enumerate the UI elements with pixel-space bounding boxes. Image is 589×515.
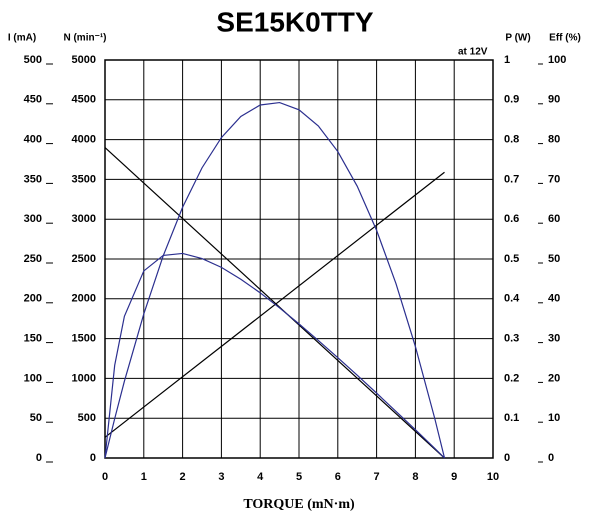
y-axis-label: P (W) [505, 33, 530, 44]
y-tick-label: 0.5 [504, 253, 519, 265]
y-tick-label: 80 [548, 134, 560, 146]
y-tick-label: 1500 [72, 333, 96, 345]
y-tick-label: 250 [24, 253, 42, 265]
y-axis-label: N (min⁻¹) [63, 33, 106, 44]
y-tick-label: 450 [24, 94, 42, 106]
y-tick-label: 5000 [72, 54, 96, 66]
y-tick-label: 0.8 [504, 134, 519, 146]
x-tick-label: 4 [257, 471, 264, 483]
x-tick-label: 7 [374, 471, 380, 483]
chart-title: SE15K0TTY [216, 6, 373, 37]
x-tick-label: 0 [102, 471, 108, 483]
y-tick-label: 20 [548, 372, 560, 384]
y-tick-label: 4500 [72, 94, 96, 106]
y-tick-label: 500 [78, 412, 96, 424]
y-tick-label: 0.6 [504, 213, 519, 225]
y-axis-label: I (mA) [8, 33, 36, 44]
annotation: at 12V [458, 47, 488, 58]
y-tick-label: 3500 [72, 173, 96, 185]
series-line [104, 147, 445, 459]
y-tick-label: 0.1 [504, 412, 519, 424]
y-tick-label: 0.4 [504, 293, 520, 305]
y-tick-label: 300 [24, 213, 42, 225]
x-tick-label: 2 [180, 471, 186, 483]
y-tick-label: 400 [24, 134, 42, 146]
y-tick-label: 4000 [72, 134, 96, 146]
y-tick-label: 90 [548, 94, 560, 106]
y-tick-label: 350 [24, 173, 42, 185]
y-tick-label: 200 [24, 293, 42, 305]
y-tick-label: 500 [24, 54, 42, 66]
y-tick-label: 1 [504, 54, 510, 66]
x-axis-label: TORQUE (mN·m) [243, 497, 355, 512]
y-tick-label: 50 [30, 412, 42, 424]
y-tick-label: 0 [36, 452, 42, 464]
x-tick-label: 3 [218, 471, 224, 483]
y-tick-label: 3000 [72, 213, 96, 225]
y-tick-label: 1000 [72, 372, 96, 384]
y-tick-label: 2500 [72, 253, 96, 265]
y-tick-label: 0 [504, 452, 510, 464]
y-tick-label: 70 [548, 173, 560, 185]
y-tick-label: 0.2 [504, 372, 519, 384]
y-axis-label: Eff (%) [549, 33, 581, 44]
y-tick-label: 0.3 [504, 333, 519, 345]
y-tick-label: 60 [548, 213, 560, 225]
x-tick-label: 10 [487, 471, 499, 483]
y-tick-label: 2000 [72, 293, 96, 305]
x-tick-label: 9 [451, 471, 457, 483]
y-tick-label: 0.7 [504, 173, 519, 185]
y-tick-label: 50 [548, 253, 560, 265]
y-tick-label: 30 [548, 333, 560, 345]
x-tick-label: 1 [141, 471, 147, 483]
y-tick-label: 0.9 [504, 94, 519, 106]
x-tick-label: 5 [296, 471, 302, 483]
y-tick-label: 40 [548, 293, 560, 305]
y-tick-label: 0 [548, 452, 554, 464]
y-tick-label: 100 [24, 372, 42, 384]
y-tick-label: 150 [24, 333, 42, 345]
series-line [104, 101, 446, 459]
y-tick-label: 10 [548, 412, 560, 424]
series-line [104, 252, 445, 459]
y-tick-label: 100 [548, 54, 566, 66]
x-tick-label: 8 [412, 471, 418, 483]
y-tick-label: 0 [90, 452, 96, 464]
x-tick-label: 6 [335, 471, 341, 483]
plot-frame [104, 59, 494, 459]
